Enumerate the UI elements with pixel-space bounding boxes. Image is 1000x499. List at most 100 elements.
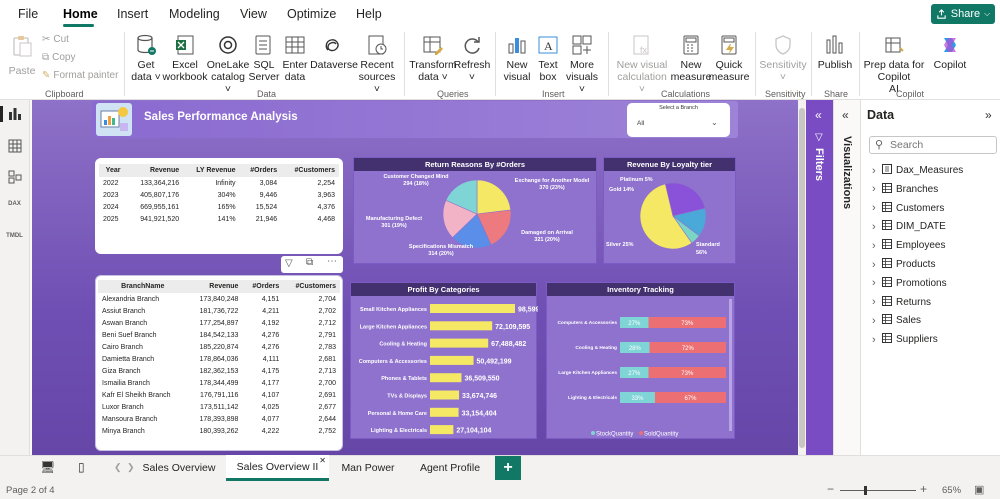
pie-slice[interactable] xyxy=(452,213,492,249)
table-view-icon[interactable] xyxy=(6,139,23,154)
new-visual-calculation-button[interactable]: fx New visual calculation ˅ xyxy=(614,34,670,95)
column-header[interactable]: Year xyxy=(99,164,128,177)
chevron-right-icon[interactable]: › xyxy=(872,314,876,327)
mobile-layout-icon[interactable]: ▯ xyxy=(78,460,85,474)
profit-by-categories-visual[interactable]: Profit By Categories Small Kitchen Appli… xyxy=(350,282,538,439)
zoom-slider-thumb[interactable] xyxy=(864,486,867,495)
pie-slice[interactable] xyxy=(639,183,693,250)
table-row[interactable]: Minya Branch 180,393,262 4,222 2,752 xyxy=(98,425,340,437)
page-tab-man-power[interactable]: Man Power xyxy=(341,462,395,474)
pie-slice[interactable] xyxy=(672,215,700,244)
data-table-item[interactable]: › Suppliers xyxy=(872,333,938,346)
focus-mode-icon[interactable]: ⧉ xyxy=(306,257,314,268)
chevron-right-icon[interactable]: › xyxy=(872,164,876,177)
column-header[interactable]: LY Revenue xyxy=(183,164,240,177)
column-header[interactable]: Revenue xyxy=(127,164,184,177)
chevron-right-icon[interactable]: › xyxy=(872,296,876,309)
bar[interactable] xyxy=(430,338,489,348)
expand-visualizations-icon[interactable]: « xyxy=(842,108,849,122)
data-table-item[interactable]: › Promotions xyxy=(872,276,947,290)
stacked-bar-segment[interactable] xyxy=(620,367,649,378)
menu-file[interactable]: File xyxy=(18,7,39,21)
publish-button[interactable]: Publish xyxy=(816,34,854,71)
text-box-button[interactable]: A Text box xyxy=(534,34,562,83)
stacked-bar-segment[interactable] xyxy=(620,342,650,353)
pie-slice[interactable] xyxy=(664,182,706,217)
data-search-input[interactable] xyxy=(890,138,990,152)
transform-data-button[interactable]: Transform data ˅ xyxy=(409,34,457,83)
table-row[interactable]: Assiut Branch 181,736,722 4,211 2,702 xyxy=(98,305,340,317)
table-row[interactable]: 2024 669,955,161 165% 15,524 4,376 xyxy=(99,201,339,213)
share-button[interactable]: Share ⌵ xyxy=(931,4,995,24)
add-page-button[interactable]: + xyxy=(495,456,521,480)
table-row[interactable]: Damietta Branch 178,864,036 4,111 2,681 xyxy=(98,353,340,365)
refresh-button[interactable]: Refresh ˅ xyxy=(454,34,490,83)
menu-view[interactable]: View xyxy=(240,7,267,21)
scrollbar-thumb[interactable] xyxy=(799,108,805,448)
copy-button[interactable]: ⧉ Copy xyxy=(42,52,76,63)
return-reasons-visual[interactable]: Return Reasons By #Orders Customer Chang… xyxy=(353,157,597,264)
format-painter-button[interactable]: ✎ Format painter xyxy=(42,70,118,81)
filters-pane-collapsed[interactable]: « ▽ Filters xyxy=(806,100,833,455)
model-view-icon[interactable] xyxy=(6,170,23,185)
menu-modeling[interactable]: Modeling xyxy=(169,7,220,21)
copilot-button[interactable]: Copilot xyxy=(930,34,970,71)
more-options-icon[interactable]: ⋯ xyxy=(327,256,337,267)
chevron-right-icon[interactable]: › xyxy=(872,202,876,215)
sensitivity-button[interactable]: Sensitivity ˅ xyxy=(759,34,807,83)
column-header[interactable]: #Orders xyxy=(242,280,284,293)
menu-help[interactable]: Help xyxy=(356,7,382,21)
prep-data-copilot-button[interactable]: Prep data for Copilot AI xyxy=(862,34,926,95)
tmdl-view-icon[interactable]: TMDL xyxy=(6,233,23,239)
enter-data-button[interactable]: Enter data xyxy=(281,34,309,83)
stacked-bar-segment[interactable] xyxy=(648,317,726,328)
zoom-in-icon[interactable]: + xyxy=(920,482,928,496)
chevron-down-icon[interactable]: ⌄ xyxy=(711,118,718,127)
bar[interactable] xyxy=(430,407,459,417)
table-row[interactable]: Kafr El Sheikh Branch 176,791,116 4,107 2,6… xyxy=(98,389,340,401)
collapse-data-icon[interactable]: » xyxy=(985,108,992,122)
table-row[interactable]: 2025 941,921,520 141% 21,946 4,468 xyxy=(99,213,339,225)
data-table-item[interactable]: › Branches xyxy=(872,182,938,196)
chevron-right-icon[interactable]: › xyxy=(872,183,876,196)
menu-optimize[interactable]: Optimize xyxy=(287,7,337,21)
column-header[interactable]: Revenue xyxy=(187,280,243,293)
table-row[interactable]: 2022 133,364,216 Infinity 3,084 2,254 xyxy=(99,177,339,189)
visualizations-pane-collapsed[interactable]: « Visualizations xyxy=(833,100,861,455)
stacked-bar-segment[interactable] xyxy=(620,392,655,403)
chevron-right-icon[interactable]: › xyxy=(872,220,876,233)
bar[interactable] xyxy=(430,373,462,383)
page-tab-agent-profile[interactable]: Agent Profile xyxy=(419,462,481,474)
sql-server-button[interactable]: SQL Server xyxy=(249,34,279,83)
loyalty-tier-visual[interactable]: Revenue By Loyalty tier Platinum 5% Gold … xyxy=(603,157,736,264)
chevron-left-icon[interactable]: ❮ xyxy=(114,462,122,472)
bar[interactable] xyxy=(430,321,493,331)
new-visual-button[interactable]: New visual xyxy=(501,34,533,83)
get-data-button[interactable]: Get data ˅ xyxy=(129,34,163,83)
visual-scrollbar[interactable] xyxy=(729,299,732,431)
table-row[interactable]: Alexandria Branch 173,840,248 4,151 2,704 xyxy=(98,293,340,305)
desktop-layout-icon[interactable]: 🖥 xyxy=(40,460,56,474)
bar[interactable] xyxy=(430,390,460,400)
data-table-item[interactable]: › Employees xyxy=(872,239,945,252)
column-header[interactable]: #Orders xyxy=(239,164,282,177)
pie-slice[interactable] xyxy=(442,199,478,238)
inventory-tracking-visual[interactable]: Inventory Tracking Computers & Accessori… xyxy=(546,282,735,439)
table-row[interactable]: Beni Suef Branch 184,542,133 4,276 2,791 xyxy=(98,329,340,341)
onelake-catalog-button[interactable]: OneLake catalog ˅ xyxy=(207,34,249,95)
bar[interactable] xyxy=(430,425,454,435)
data-search-box[interactable]: ⚲ xyxy=(869,136,997,154)
pie-slice[interactable] xyxy=(476,209,512,246)
data-table-item[interactable]: › Products xyxy=(872,258,935,271)
table-row[interactable]: Luxor Branch 173,511,142 4,025 2,677 xyxy=(98,401,340,413)
chevron-right-icon[interactable]: › xyxy=(872,239,876,252)
zoom-out-icon[interactable]: − xyxy=(827,482,835,496)
column-header[interactable]: BranchName xyxy=(98,280,188,293)
table-row[interactable]: Cairo Branch 185,220,874 4,276 2,783 xyxy=(98,341,340,353)
paste-button[interactable]: Paste xyxy=(8,34,36,77)
menu-insert[interactable]: Insert xyxy=(117,7,149,21)
table-row[interactable]: Ismailia Branch 178,344,499 4,177 2,700 xyxy=(98,377,340,389)
table-row[interactable]: Aswan Branch 177,254,897 4,192 2,712 xyxy=(98,317,340,329)
more-visuals-button[interactable]: More visuals ˅ xyxy=(564,34,600,95)
bar[interactable] xyxy=(430,355,474,365)
